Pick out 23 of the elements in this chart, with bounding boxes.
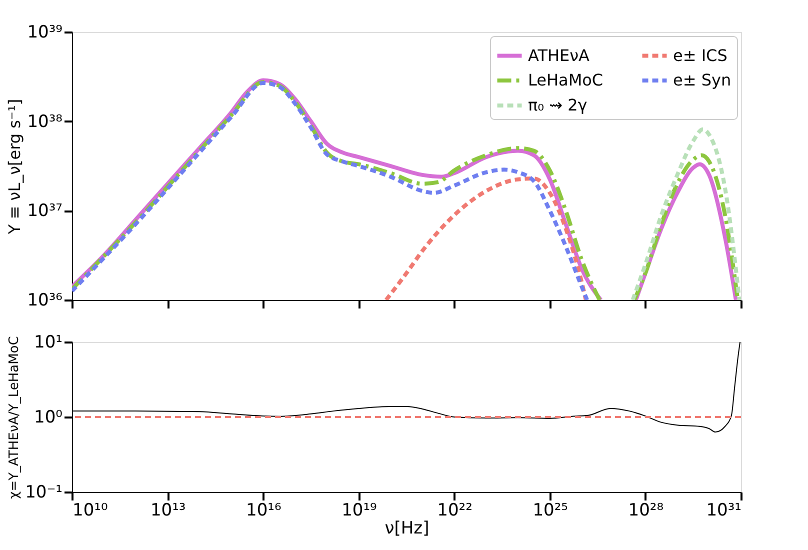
x-tick-label: 10²² — [437, 500, 472, 520]
x-tick-label: 10¹⁰ — [72, 500, 108, 520]
x-tick-label: 10¹⁹ — [342, 500, 378, 520]
legend-label: ATHEνA — [528, 46, 590, 65]
x-tick-label: 10¹³ — [150, 500, 186, 520]
x-tick-label: 10²⁵ — [532, 500, 568, 520]
legend-label: LeHaMoC — [528, 70, 604, 90]
x-tick-label: 10³¹ — [706, 500, 742, 520]
y-tick-label: 10⁰ — [34, 408, 63, 428]
legend-label: e± Syn — [673, 70, 732, 90]
y-tick-label: 10¹ — [34, 332, 62, 352]
x-axis-title: ν[Hz] — [384, 518, 430, 538]
y-tick-label: 10⁻¹ — [25, 482, 62, 502]
y-tick-label: 10³⁷ — [27, 201, 63, 222]
legend-label: π₀ ⇝ 2γ — [528, 96, 588, 114]
y-tick-label: 10³⁸ — [27, 112, 63, 132]
y-tick-label: 10³⁹ — [27, 22, 63, 42]
legend-label: e± ICS — [673, 46, 728, 65]
y-axis-title: χ=Y_ATHEνA/Y_LeHaMoC — [7, 336, 22, 499]
y-axis-title: Y ≡ νL_ν[erg s⁻¹] — [5, 98, 24, 236]
x-tick-label: 10²⁸ — [628, 500, 664, 520]
x-tick-label: 10¹⁶ — [246, 500, 282, 520]
y-tick-label: 10³⁶ — [27, 290, 63, 310]
